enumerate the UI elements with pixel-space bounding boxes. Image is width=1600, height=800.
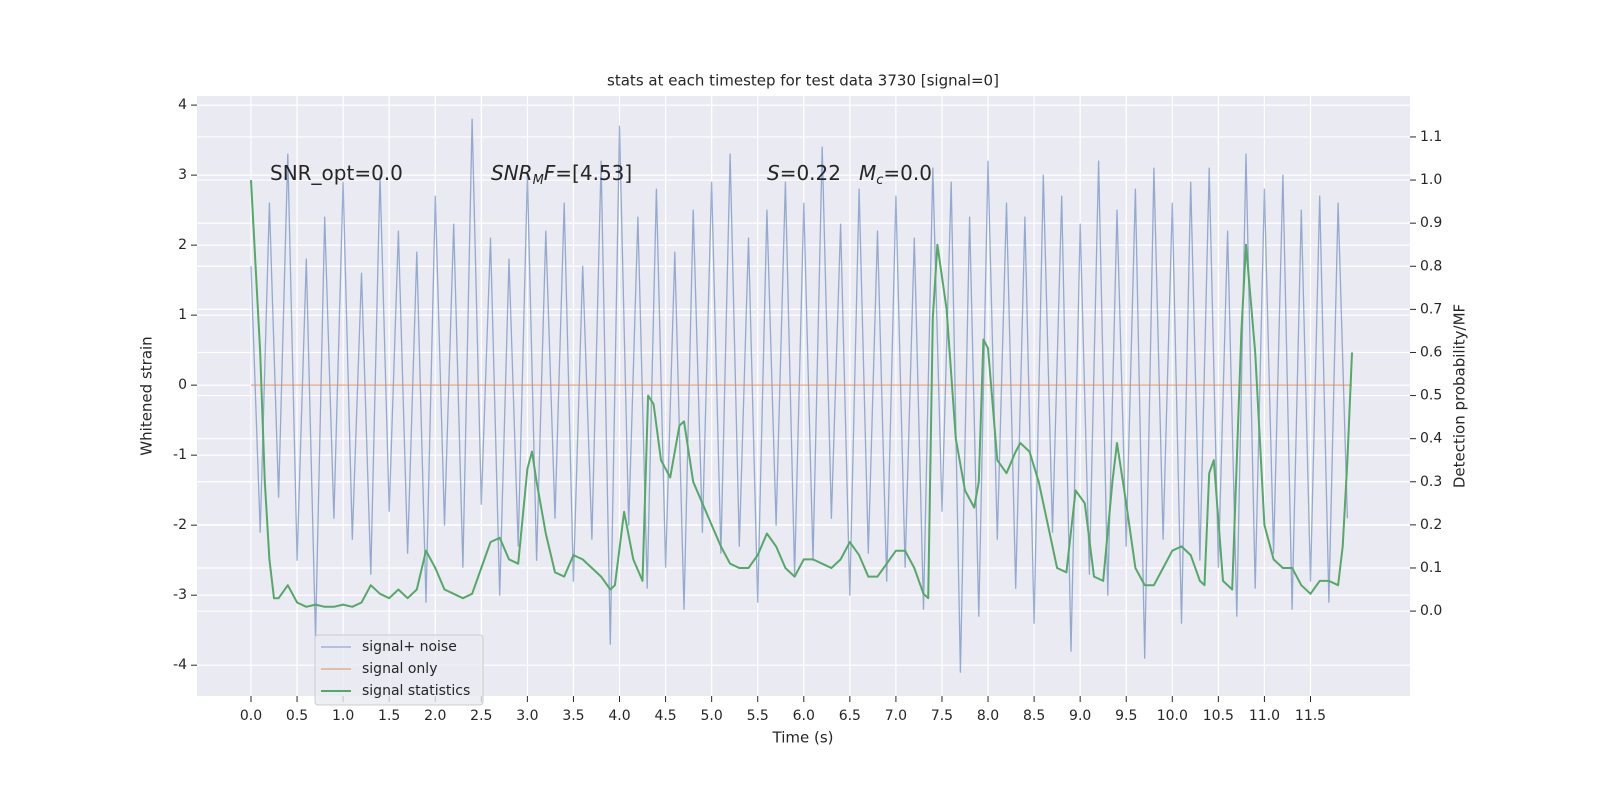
y-tick-label: 0 bbox=[178, 377, 187, 393]
annotation: SNRMF=[4.53] bbox=[491, 161, 632, 188]
x-tick-label: 0.0 bbox=[240, 708, 262, 724]
y2-tick-label: 0.6 bbox=[1420, 344, 1442, 360]
x-tick-label: 9.0 bbox=[1069, 708, 1091, 724]
annotation-part: S bbox=[767, 161, 780, 185]
y2-tick-label: 0.1 bbox=[1420, 560, 1442, 576]
x-tick-label: 1.0 bbox=[332, 708, 354, 724]
y2-tick-label: 0.5 bbox=[1420, 388, 1442, 404]
overlay-layer: SNR_opt=0.0 SNRMF=[4.53] S=0.22 Mc=0.0signa… bbox=[270, 161, 932, 706]
annotation: Mc=0.0 bbox=[859, 161, 932, 188]
x-tick-label: 11.5 bbox=[1295, 708, 1326, 724]
x-tick-label: 3.5 bbox=[562, 708, 584, 724]
y2-tick-label: 1.0 bbox=[1420, 172, 1442, 188]
y-tick-label: 3 bbox=[178, 167, 187, 183]
x-tick-label: 6.5 bbox=[839, 708, 861, 724]
annotation-part: SNR bbox=[491, 161, 533, 185]
x-tick-label: 5.5 bbox=[747, 708, 769, 724]
annotation-part: M bbox=[533, 173, 544, 188]
y2-tick-label: 0.7 bbox=[1420, 301, 1442, 317]
y2-tick-label: 0.9 bbox=[1420, 215, 1442, 231]
x-tick-label: 3.0 bbox=[516, 708, 538, 724]
annotation: SNR_opt=0.0 bbox=[270, 161, 403, 185]
y2-tick-label: 0.4 bbox=[1420, 431, 1442, 447]
y-axis-label: Whitened strain bbox=[138, 336, 156, 455]
grid-layer: 0.0 0.5 1.0 1.5 2.0 2.5 3.0 3.5 4.0 4.5 5.0 5.5 6.0 6… bbox=[173, 96, 1442, 724]
y-tick-label: -2 bbox=[173, 517, 187, 533]
y2-axis-label: Detection probability/MF bbox=[1451, 304, 1469, 488]
y2-tick-label: 0.3 bbox=[1420, 474, 1442, 490]
x-tick-label: 7.5 bbox=[931, 708, 953, 724]
annotation: S=0.22 bbox=[767, 161, 841, 185]
x-tick-label: 4.0 bbox=[608, 708, 630, 724]
chart-title: stats at each timestep for test data 373… bbox=[607, 72, 999, 90]
x-tick-label: 10.5 bbox=[1203, 708, 1234, 724]
annotation-part: c bbox=[876, 173, 883, 188]
x-tick-label: 8.0 bbox=[977, 708, 999, 724]
legend-label: signal only bbox=[362, 661, 437, 677]
x-tick-label: 5.0 bbox=[701, 708, 723, 724]
annotation-part: =0.0 bbox=[883, 161, 932, 185]
x-tick-label: 8.5 bbox=[1023, 708, 1045, 724]
y2-tick-label: 1.1 bbox=[1420, 129, 1442, 145]
x-tick-label: 1.5 bbox=[378, 708, 400, 724]
y2-tick-label: 0.8 bbox=[1420, 258, 1442, 274]
x-tick-label: 0.5 bbox=[286, 708, 308, 724]
x-axis-label: Time (s) bbox=[772, 729, 834, 747]
x-tick-label: 9.5 bbox=[1115, 708, 1137, 724]
annotation-part: SNR_opt=0.0 bbox=[270, 161, 403, 185]
annotation-part: =0.22 bbox=[780, 161, 841, 185]
y-tick-label: -3 bbox=[173, 587, 187, 603]
legend-label: signal statistics bbox=[362, 683, 470, 699]
x-tick-label: 6.0 bbox=[793, 708, 815, 724]
y-tick-label: 1 bbox=[178, 307, 187, 323]
x-tick-label: 10.0 bbox=[1157, 708, 1188, 724]
y2-tick-label: 0.2 bbox=[1420, 517, 1442, 533]
x-tick-label: 7.0 bbox=[885, 708, 907, 724]
legend-box bbox=[314, 634, 484, 706]
marks-layer bbox=[250, 118, 1353, 673]
y-tick-label: -1 bbox=[173, 447, 187, 463]
series-line bbox=[250, 118, 1349, 673]
x-tick-label: 2.0 bbox=[424, 708, 446, 724]
y-tick-label: -4 bbox=[173, 657, 187, 673]
annotation-part: F bbox=[544, 161, 556, 185]
legend-label: signal+ noise bbox=[362, 639, 457, 655]
x-tick-label: 2.5 bbox=[470, 708, 492, 724]
x-tick-label: 11.0 bbox=[1249, 708, 1280, 724]
y-tick-label: 4 bbox=[178, 97, 187, 113]
y2-tick-label: 0.0 bbox=[1420, 603, 1442, 619]
series-line bbox=[250, 180, 1353, 608]
x-tick-label: 4.5 bbox=[654, 708, 676, 724]
annotation-part: =[4.53] bbox=[555, 161, 632, 185]
annotation-part: M bbox=[859, 161, 876, 185]
y-tick-label: 2 bbox=[178, 237, 187, 253]
